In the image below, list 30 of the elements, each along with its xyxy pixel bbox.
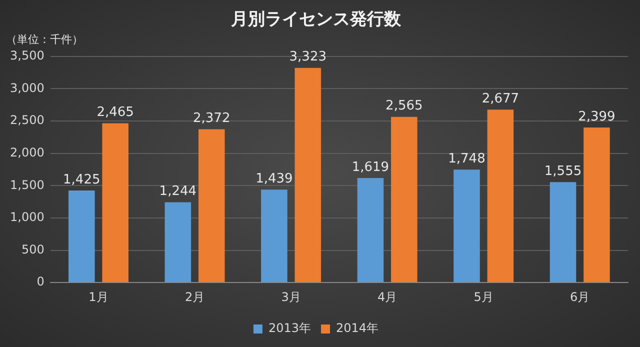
data-label: 2,565 [386, 98, 423, 114]
x-tick-label: 4月 [377, 290, 398, 304]
text: （単位：千件） [6, 32, 83, 46]
data-label: 2,677 [482, 91, 520, 106]
data-label: 1,244 [159, 184, 197, 200]
y-tick-label: 1,000 [10, 210, 44, 224]
data-label: 2,399 [578, 109, 616, 124]
data-label: 1,439 [256, 171, 293, 186]
x-tick-label: 6月 [570, 290, 590, 304]
x-tick-label: 2月 [184, 290, 205, 304]
data-label: 2,372 [193, 111, 230, 126]
data-label: 1,748 [448, 152, 486, 167]
x-tick-label: 3月 [281, 290, 301, 304]
y-tick-label: 500 [21, 242, 44, 256]
y-tick-label: 3,500 [10, 48, 44, 63]
x-tick-label: 1月 [88, 290, 108, 304]
data-label: 1,619 [352, 160, 390, 175]
data-label: 1,555 [544, 164, 582, 179]
x-tick-label: 5月 [474, 290, 494, 304]
y-tick-label: 2,500 [10, 113, 44, 128]
data-label: 3,323 [289, 50, 326, 65]
legend-label: 2013年 [268, 321, 312, 336]
legend-label: 2014年 [336, 321, 379, 336]
y-tick-label: 2,000 [10, 145, 44, 160]
y-tick-label: 1,500 [10, 178, 44, 192]
data-label: 1,425 [63, 172, 100, 188]
y-tick-label: 0 [36, 274, 44, 289]
y-tick-label: 3,000 [10, 80, 44, 95]
chart-title: 月別ライセンス発行数 [230, 10, 402, 30]
data-label: 2,465 [96, 105, 134, 120]
